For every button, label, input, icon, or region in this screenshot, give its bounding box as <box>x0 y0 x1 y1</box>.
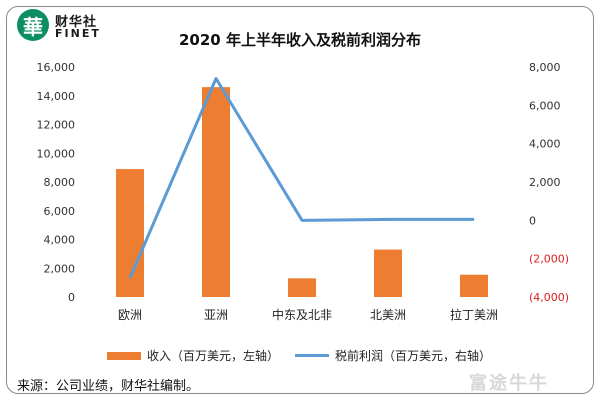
y-left-tick-label: 10,000 <box>37 147 76 160</box>
y-left-tick-label: 8,000 <box>44 176 76 189</box>
point-profit <box>129 277 131 279</box>
y-left-tick-label: 16,000 <box>37 61 76 74</box>
bar-revenue <box>374 249 402 297</box>
line-profit <box>128 77 474 279</box>
x-category-label: 中东及北非 <box>272 307 332 322</box>
point-profit <box>473 218 475 220</box>
legend-swatch-bar <box>107 351 141 360</box>
chart-title: 2020 年上半年收入及税前利润分布 <box>179 31 421 49</box>
y-left-tick-label: 4,000 <box>44 234 76 247</box>
legend-item-revenue: 收入（百万美元，左轴） <box>107 347 279 364</box>
legend-label-revenue: 收入（百万美元，左轴） <box>147 349 280 363</box>
point-profit <box>215 78 217 79</box>
x-category-label: 北美洲 <box>370 308 406 322</box>
y-right-tick-label: 4,000 <box>529 138 561 151</box>
y-left-tick-label: 2,000 <box>44 262 76 275</box>
legend-item-profit: 税前利润（百万美元，右轴） <box>295 347 491 364</box>
bar-revenue <box>460 274 488 297</box>
brand-logo: 華 财华社 FINET <box>17 9 157 43</box>
legend-swatch-line <box>295 354 329 357</box>
y-right-tick-label: (2,000) <box>529 253 569 266</box>
y-right-tick-label: 2,000 <box>529 176 561 189</box>
bar-revenue <box>202 87 230 297</box>
bar-revenue <box>288 278 316 297</box>
x-category-label: 亚洲 <box>204 308 228 322</box>
x-category-label: 拉丁美洲 <box>450 307 498 322</box>
brand-name-cn: 财华社 <box>55 15 98 30</box>
y-left-tick-label: 14,000 <box>37 90 76 103</box>
y-right-tick-label: (4,000) <box>529 291 569 304</box>
x-category-label: 欧洲 <box>118 308 142 322</box>
y-left-tick-label: 12,000 <box>37 119 76 132</box>
y-right-tick-label: 8,000 <box>529 61 561 74</box>
brand-logo-icon: 華 <box>17 9 49 41</box>
y-right-tick-label: 6,000 <box>529 99 561 112</box>
y-left-tick-label: 6,000 <box>44 205 76 218</box>
point-profit <box>387 218 389 220</box>
legend-label-profit: 税前利润（百万美元，右轴） <box>335 349 492 363</box>
y-left-tick-label: 0 <box>68 291 75 304</box>
chart-area: 0 2,000 4,000 6,000 8,000 10,000 12,000 14,000 1… <box>37 61 570 322</box>
point-profit <box>301 219 303 221</box>
watermark: 富途牛牛 <box>469 373 549 394</box>
chart-frame: 華 财华社 FINET 2020 年上半年收入及税前利润分布 0 2,000 4,0… <box>6 6 594 394</box>
chart-legend: 收入（百万美元，左轴） 税前利润（百万美元，右轴） <box>87 347 527 365</box>
brand-name-en: FINET <box>55 27 101 40</box>
y-right-tick-label: 0 <box>529 214 536 227</box>
source-note: 来源：公司业绩，财华社编制。 <box>17 379 200 394</box>
